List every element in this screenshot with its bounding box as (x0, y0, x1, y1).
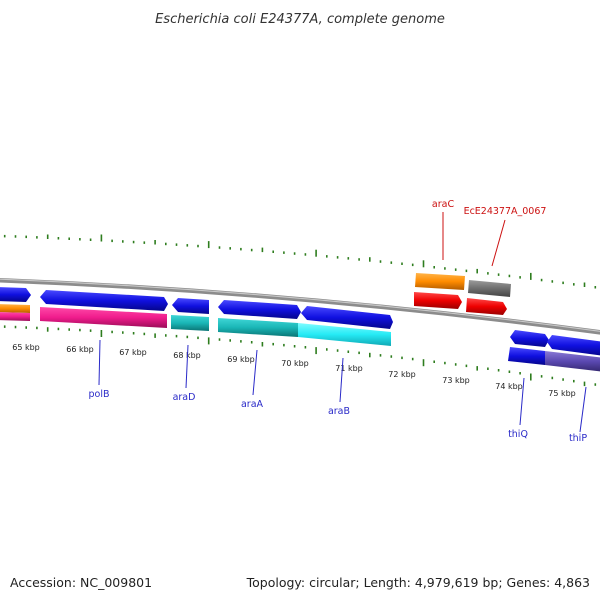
accession-text: Accession: NC_009801 (10, 575, 152, 590)
gene-feature-arab[interactable] (301, 306, 393, 329)
inner-tick-track (3, 325, 597, 387)
gene-label-arac[interactable]: araC (432, 199, 455, 210)
scale-label: 74 kbp (495, 382, 523, 391)
callout-line-ece24377a-0067 (491, 219, 506, 267)
gene-feature-forward[interactable] (0, 287, 31, 302)
gene-feature-thiq[interactable] (510, 330, 549, 347)
scale-label: 68 kbp (173, 351, 201, 360)
gene-feature-teal-long[interactable] (218, 318, 298, 337)
scale-label: 69 kbp (227, 355, 255, 364)
scale-label: 72 kbp (388, 370, 416, 379)
gene-labels: araC EcE24377A_0067 polB araD araA araB … (89, 199, 588, 444)
gene-feature-polb[interactable] (40, 290, 168, 311)
scale-label: 67 kbp (119, 348, 147, 357)
genome-stats-text: Topology: circular; Length: 4,979,619 bp… (246, 575, 590, 590)
gene-feature-arac[interactable] (415, 273, 465, 290)
gene-feature-blue-lower[interactable] (508, 347, 545, 365)
gene-feature-cyan[interactable] (298, 323, 391, 346)
scale-label: 71 kbp (335, 364, 363, 373)
gene-feature-teal[interactable] (171, 315, 209, 331)
gene-label-polb[interactable]: polB (89, 389, 110, 400)
scale-label: 70 kbp (281, 359, 309, 368)
gene-feature-ece24377a-0067[interactable] (468, 280, 511, 297)
gene-track-outer (414, 273, 511, 315)
outer-tick-track (3, 234, 597, 289)
scale-label: 65 kbp (12, 343, 40, 352)
gene-label-thiq[interactable]: thiQ (508, 429, 528, 440)
gene-label-araa[interactable]: araA (241, 399, 264, 410)
callout-line-arab (339, 357, 344, 403)
gene-feature-magenta-long[interactable] (40, 307, 167, 328)
callout-line-thip (579, 386, 587, 433)
gene-feature-orange[interactable] (0, 304, 30, 313)
gene-track-forward (0, 287, 600, 356)
callout-line-thiq (519, 377, 525, 426)
callout-line-araa (252, 349, 258, 396)
map-title: Escherichia coli E24377A, complete genom… (155, 12, 445, 27)
callout-line-arad (185, 344, 189, 389)
callout-line-polb (98, 339, 101, 386)
genome-backbone-highlight (0, 278, 600, 332)
gene-label-arab[interactable]: araB (328, 406, 350, 417)
scale-label: 75 kbp (548, 389, 576, 398)
scale-labels: 65 kbp 66 kbp 67 kbp 68 kbp 69 kbp 70 kb… (12, 343, 576, 398)
gene-feature-red-2[interactable] (466, 298, 507, 315)
gene-feature-red-1[interactable] (414, 292, 462, 309)
genome-backbone (0, 277, 600, 335)
gene-feature-magenta[interactable] (0, 312, 30, 321)
gene-track-reverse (0, 304, 600, 372)
callout-lines (98, 212, 587, 433)
scale-label: 73 kbp (442, 376, 470, 385)
gene-feature-purple[interactable] (545, 351, 600, 372)
gene-feature-arad[interactable] (172, 298, 209, 314)
gene-label-ece24377a-0067[interactable]: EcE24377A_0067 (464, 206, 547, 217)
gene-feature-thip[interactable] (547, 335, 600, 356)
gene-feature-araa[interactable] (218, 300, 301, 319)
scale-label: 66 kbp (66, 345, 94, 354)
gene-label-thip[interactable]: thiP (569, 433, 587, 444)
gene-label-arad[interactable]: araD (173, 392, 196, 403)
